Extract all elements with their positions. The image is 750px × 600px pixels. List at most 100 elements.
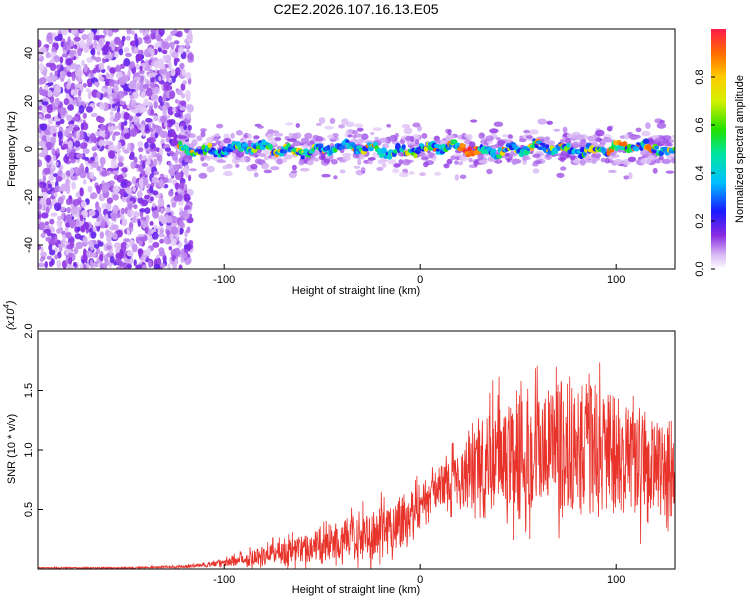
noise-blob — [126, 29, 132, 35]
noise-blob — [146, 247, 152, 257]
halo-blob — [546, 120, 553, 125]
noise-blob — [168, 160, 172, 167]
noise-blob — [55, 84, 62, 93]
halo-blob — [184, 158, 189, 163]
noise-blob — [72, 99, 77, 105]
signal-blob — [286, 142, 291, 148]
noise-blob — [76, 226, 81, 232]
halo-blob — [354, 123, 364, 128]
halo-blob — [214, 133, 220, 138]
noise-blob — [152, 209, 159, 219]
noise-blob — [175, 172, 182, 181]
signal-blob — [459, 143, 466, 149]
noise-blob — [179, 227, 184, 235]
halo-blob — [659, 120, 665, 124]
noise-blob — [47, 183, 52, 189]
noise-blob — [150, 196, 154, 202]
halo-blob — [560, 166, 567, 171]
noise-blob — [93, 81, 100, 87]
noise-blob — [109, 67, 116, 74]
noise-blob — [101, 87, 106, 93]
noise-blob — [174, 98, 179, 104]
signal-blob — [268, 144, 273, 151]
noise-blob — [54, 70, 59, 75]
colorbar-tick-label: 0.4 — [694, 165, 706, 180]
noise-blob — [78, 105, 85, 114]
noise-blob — [85, 106, 93, 113]
noise-blob — [158, 215, 165, 221]
halo-blob — [566, 133, 573, 139]
halo-blob — [606, 126, 613, 132]
noise-blob — [85, 250, 93, 258]
noise-blob — [153, 158, 158, 167]
noise-blob — [45, 236, 52, 242]
noise-blob — [51, 147, 56, 156]
noise-blob — [85, 166, 89, 174]
signal-blob — [654, 145, 660, 150]
halo-blob — [324, 125, 334, 130]
noise-blob — [152, 190, 159, 196]
halo-blob — [417, 126, 422, 132]
noise-blob — [111, 29, 119, 33]
noise-blob — [39, 77, 47, 85]
noise-blob — [93, 67, 97, 74]
noise-blob — [76, 153, 84, 159]
heatmap-panel: -100 0 100 -40 -20 0 20 40 Height of straight … — [6, 28, 676, 297]
noise-blob — [82, 82, 87, 88]
halo-blob — [459, 174, 467, 180]
noise-blob — [74, 83, 82, 88]
noise-blob — [105, 202, 112, 211]
noise-blob — [149, 82, 155, 89]
halo-blob — [604, 137, 612, 143]
halo-blob — [461, 132, 467, 140]
noise-blob — [184, 205, 191, 210]
halo-blob — [589, 135, 597, 142]
noise-blob — [82, 254, 88, 263]
noise-blob — [112, 194, 119, 201]
noise-blob — [135, 38, 139, 48]
noise-blob — [73, 126, 80, 132]
noise-blob — [121, 167, 128, 173]
colorbar: 0.0 0.2 0.4 0.6 0.8 Normalized spectral ampl… — [694, 29, 746, 277]
halo-blob — [670, 157, 675, 164]
halo-blob — [661, 158, 671, 164]
noise-blob — [73, 246, 79, 255]
noise-blob — [54, 97, 60, 106]
noise-blob — [173, 29, 178, 35]
signal-blob — [326, 144, 331, 151]
noise-blob — [109, 79, 115, 87]
noise-blob — [144, 29, 149, 37]
noise-blob — [175, 67, 181, 76]
noise-blob — [137, 220, 141, 227]
noise-blob — [85, 136, 90, 142]
noise-blob — [99, 102, 106, 110]
halo-blob — [298, 159, 305, 166]
halo-blob — [394, 133, 399, 138]
noise-blob — [187, 124, 192, 131]
noise-blob — [51, 46, 56, 53]
noise-blob — [44, 261, 48, 269]
noise-blob — [65, 231, 72, 239]
halo-blob — [200, 156, 205, 162]
noise-blob — [107, 54, 113, 61]
noise-blob — [82, 148, 90, 155]
halo-blob — [496, 137, 501, 141]
noise-blob — [77, 47, 82, 57]
halo-blob — [294, 132, 302, 139]
noise-blob — [111, 224, 119, 231]
noise-blob — [145, 87, 154, 97]
noise-blob — [139, 208, 146, 213]
noise-blob — [116, 174, 124, 183]
noise-blob — [135, 54, 143, 61]
halo-blob — [211, 137, 220, 141]
noise-blob — [125, 52, 132, 58]
noise-blob — [87, 91, 92, 100]
noise-blob — [182, 252, 188, 259]
halo-blob — [623, 175, 629, 180]
noise-blob — [159, 101, 165, 107]
noise-blob — [91, 146, 97, 152]
noise-blob — [103, 29, 107, 37]
halo-blob — [235, 150, 245, 158]
halo-blob — [318, 117, 326, 124]
